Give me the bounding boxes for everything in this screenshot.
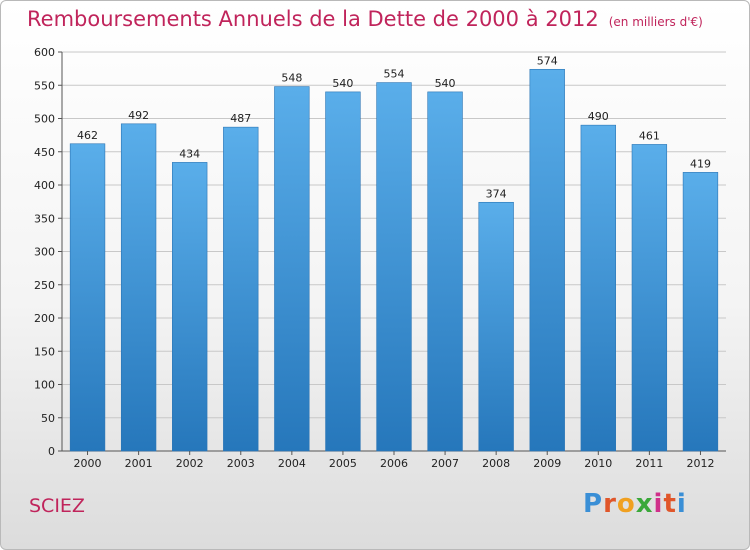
- bar-value-label: 548: [281, 72, 302, 85]
- bar-value-label: 492: [128, 109, 149, 122]
- bar-value-label: 461: [639, 129, 660, 142]
- y-tick-label: 300: [34, 246, 55, 259]
- bar-2003: [223, 126, 259, 452]
- y-tick-label: 100: [34, 379, 55, 392]
- y-tick-label: 500: [34, 113, 55, 126]
- bar-value-labels: 462 492 434 487 548 540 554 540 374 574 490 461 419: [77, 54, 711, 200]
- bar-value-label: 462: [77, 129, 98, 142]
- bar-value-label: 540: [332, 77, 353, 90]
- chart-unit: (en milliers d'€): [608, 15, 703, 29]
- bar-value-label: 434: [179, 147, 200, 160]
- bar-value-label: 540: [435, 77, 456, 90]
- bar-value-label: 487: [230, 112, 251, 125]
- bar-2001: [120, 123, 157, 452]
- bar-2011: [631, 144, 668, 452]
- y-tick-label: 450: [34, 146, 55, 159]
- bar-2012: [682, 172, 719, 452]
- logo-letter: r: [603, 489, 617, 519]
- bar-value-label: 554: [384, 68, 405, 81]
- x-tick-label: 2001: [125, 457, 153, 470]
- x-tick-label: 2006: [380, 457, 408, 470]
- x-tick-label: 2004: [278, 457, 306, 470]
- bar-2005: [325, 91, 361, 452]
- y-tick-label: 200: [34, 312, 55, 325]
- x-tick-label: 2005: [329, 457, 357, 470]
- bar-2000: [69, 143, 106, 452]
- bar-2006: [376, 82, 412, 452]
- chart-title-text: Remboursements Annuels de la Dette de 20…: [27, 7, 599, 31]
- y-tick-label: 550: [34, 79, 55, 92]
- logo-letter: i: [676, 489, 687, 519]
- x-tick-label: 2008: [482, 457, 510, 470]
- bar-2002: [172, 162, 208, 452]
- x-tick-labels: 2000 2001 2002 2003 2004 2005 2006 2007 2008 2009…: [74, 451, 714, 470]
- logo-letter: x: [635, 489, 654, 519]
- x-tick-label: 2002: [176, 457, 204, 470]
- bar-2009: [529, 68, 565, 452]
- proxiti-logo: Proxiti: [583, 489, 687, 519]
- logo-letter: o: [616, 489, 636, 519]
- bar-value-label: 490: [588, 110, 609, 123]
- x-tick-label: 2010: [584, 457, 612, 470]
- bar-2004: [274, 86, 310, 452]
- logo-letter: P: [583, 489, 604, 519]
- x-tick-label: 2009: [533, 457, 561, 470]
- commune-name: SCIEZ: [29, 495, 85, 517]
- logo-letter: i: [653, 489, 664, 519]
- x-tick-label: 2011: [635, 457, 663, 470]
- x-tick-label: 2007: [431, 457, 459, 470]
- y-tick-label: 50: [41, 412, 55, 425]
- y-tick-label: 250: [34, 279, 55, 292]
- x-tick-label: 2000: [74, 457, 102, 470]
- y-tick-labels: 0 50 100 150 200 250 300 350 400 450 500 550 600: [34, 46, 55, 458]
- chart-title: Remboursements Annuels de la Dette de 20…: [27, 7, 703, 31]
- y-tick-label: 150: [34, 345, 55, 358]
- bars: [69, 68, 719, 452]
- bar-2008: [478, 201, 514, 452]
- y-tick-label: 350: [34, 212, 55, 225]
- x-tick-label: 2003: [227, 457, 255, 470]
- logo-letter: t: [663, 489, 677, 519]
- y-tick-label: 0: [48, 445, 55, 458]
- y-tick-label: 400: [34, 179, 55, 192]
- bar-value-label: 374: [486, 187, 507, 200]
- bar-value-label: 419: [690, 157, 711, 170]
- bar-value-label: 574: [537, 54, 558, 67]
- bar-2007: [427, 91, 463, 452]
- bar-2010: [580, 124, 616, 452]
- x-tick-label: 2012: [686, 457, 714, 470]
- y-tick-label: 600: [34, 46, 55, 59]
